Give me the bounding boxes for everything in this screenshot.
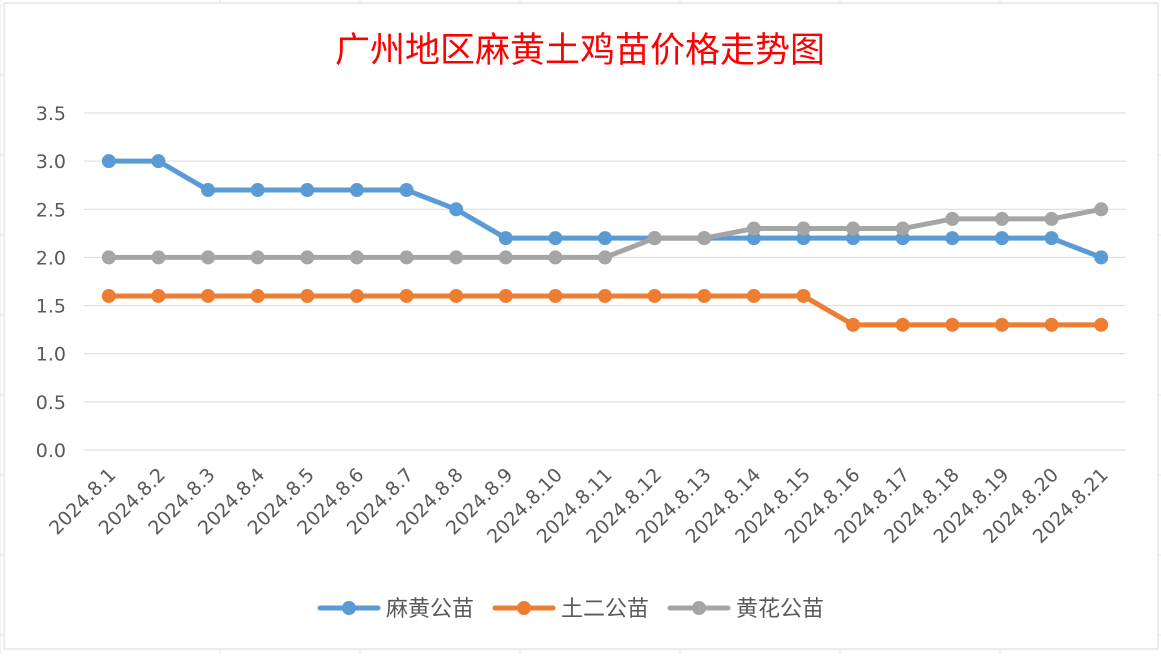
- y-tick-label: 1.0: [36, 344, 66, 366]
- data-point: [796, 221, 811, 236]
- data-point: [300, 183, 315, 198]
- data-point: [895, 317, 910, 332]
- legend-label: 黄花公苗: [736, 597, 824, 622]
- data-point: [151, 250, 166, 265]
- data-point: [498, 231, 513, 246]
- data-point: [101, 288, 116, 303]
- y-tick-label: 3.5: [36, 103, 66, 125]
- data-point: [994, 231, 1009, 246]
- y-tick-label: 0.5: [36, 392, 66, 414]
- legend: 麻黄公苗 土二公苗 黄花公苗: [317, 597, 824, 622]
- data-point: [846, 317, 861, 332]
- data-point: [399, 183, 414, 198]
- data-point: [449, 250, 464, 265]
- data-point: [994, 211, 1009, 226]
- series-3: [101, 202, 1109, 265]
- data-point: [945, 231, 960, 246]
- data-point: [349, 250, 364, 265]
- data-point: [697, 231, 712, 246]
- data-point: [548, 288, 563, 303]
- data-point: [201, 250, 216, 265]
- data-point: [399, 288, 414, 303]
- data-point: [846, 221, 861, 236]
- data-point: [598, 288, 612, 303]
- data-point: [349, 183, 364, 198]
- y-tick-label: 1.5: [36, 296, 66, 318]
- y-tick-label: 0.0: [36, 440, 66, 462]
- data-point: [151, 154, 166, 169]
- data-point: [449, 288, 464, 303]
- data-point: [548, 250, 563, 265]
- data-point: [101, 154, 116, 169]
- data-point: [151, 288, 166, 303]
- data-point: [1094, 317, 1109, 332]
- legend-label: 土二公苗: [561, 597, 649, 622]
- series-layer: [101, 154, 1109, 332]
- data-point: [945, 317, 960, 332]
- y-axis-tick-labels: 0.0 0.5 1.0 1.5 2.0 2.5 3.0 3.5: [36, 103, 66, 462]
- data-point: [250, 250, 265, 265]
- y-tick-label: 2.5: [36, 199, 66, 221]
- legend-marker: [692, 601, 706, 615]
- data-point: [349, 288, 364, 303]
- data-point: [1094, 250, 1109, 265]
- data-point: [498, 288, 513, 303]
- legend-marker: [342, 601, 356, 615]
- series-2: [101, 288, 1109, 332]
- data-point: [647, 231, 662, 246]
- data-point: [498, 250, 513, 265]
- data-point: [201, 183, 216, 198]
- data-point: [598, 231, 612, 246]
- data-point: [647, 288, 662, 303]
- legend-marker: [517, 601, 531, 615]
- data-point: [796, 288, 811, 303]
- data-point: [1044, 211, 1059, 226]
- data-point: [300, 288, 315, 303]
- data-point: [399, 250, 414, 265]
- data-point: [548, 231, 563, 246]
- data-point: [300, 250, 315, 265]
- data-point: [250, 288, 265, 303]
- data-point: [746, 231, 761, 246]
- data-point: [598, 250, 612, 265]
- data-point: [250, 183, 265, 198]
- data-point: [746, 221, 761, 236]
- data-point: [994, 317, 1009, 332]
- data-point: [1044, 231, 1059, 246]
- chart-title: 广州地区麻黄土鸡苗价格走势图: [335, 31, 825, 71]
- data-point: [895, 231, 910, 246]
- data-point: [846, 231, 861, 246]
- data-point: [746, 288, 761, 303]
- data-point: [1044, 317, 1059, 332]
- legend-label: 麻黄公苗: [386, 597, 474, 622]
- data-point: [449, 202, 464, 217]
- data-point: [796, 231, 811, 246]
- data-point: [201, 288, 216, 303]
- data-point: [1094, 202, 1109, 217]
- y-tick-label: 3.0: [36, 151, 66, 173]
- data-point: [697, 288, 712, 303]
- data-point: [945, 211, 960, 226]
- data-point: [895, 221, 910, 236]
- y-tick-label: 2.0: [36, 247, 66, 269]
- data-point: [101, 250, 116, 265]
